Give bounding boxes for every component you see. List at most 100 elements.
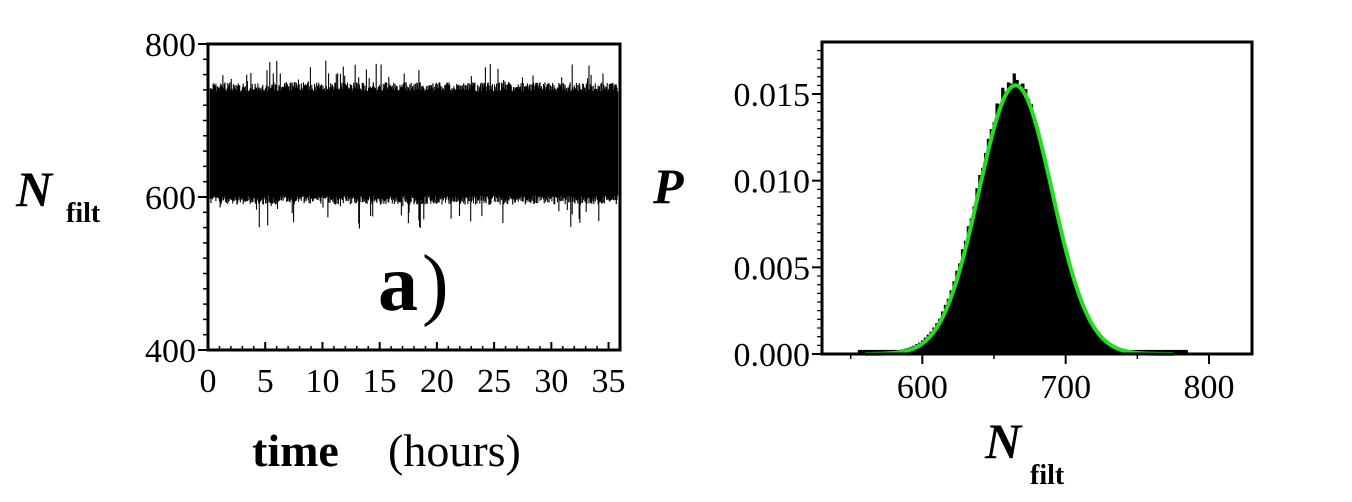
b-histogram-bar	[929, 331, 933, 354]
a-tick-labels: 0 5 10 15 20 25 30 35 400 600 800	[145, 27, 626, 400]
b-histogram-bar	[1035, 130, 1039, 354]
b-histogram-bar	[1061, 241, 1065, 354]
b-histogram-bar	[1029, 104, 1034, 354]
a-x-tick-label: 25	[477, 363, 511, 400]
b-x-tick-label: 700	[1040, 369, 1091, 406]
b-histogram-bar	[958, 263, 962, 354]
b-histogram-bar	[975, 188, 979, 354]
b-histogram-bar	[1176, 349, 1180, 354]
b-histogram-bar	[961, 249, 965, 354]
b-histogram-bar	[1184, 349, 1188, 354]
a-ylabel-main: N	[15, 161, 54, 217]
a-ylabel-sub: filt	[66, 198, 101, 229]
b-histogram-bar	[1015, 79, 1019, 355]
b-histogram-bar	[938, 318, 942, 354]
b-histogram-bar	[978, 174, 982, 354]
b-histogram-bar	[1004, 91, 1008, 354]
b-histogram-bar	[1181, 349, 1186, 354]
panel-b-histogram: 600 700 800 0.000 0.005 0.010 0.015 b ) P N fi…	[652, 40, 1254, 491]
a-x-tick-label: 0	[200, 363, 217, 400]
b-histogram-bar	[995, 103, 999, 354]
b-tick-labels: 600 700 800 0.000 0.005 0.010 0.015	[734, 77, 1235, 406]
a-x-tick-label: 5	[257, 363, 274, 400]
b-histogram-bar	[923, 337, 928, 354]
b-histogram-bar	[1001, 87, 1005, 354]
b-x-tick-label: 800	[1184, 369, 1235, 406]
b-histogram-bar	[1072, 282, 1077, 354]
b-y-tick-label: 0.005	[734, 250, 811, 287]
b-histogram-bar	[1107, 342, 1111, 354]
b-histogram-bar	[1087, 317, 1091, 354]
b-y-tick-label: 0.000	[734, 337, 811, 374]
b-histogram-bar	[949, 290, 953, 354]
a-xlabel-normal: (hours)	[388, 425, 521, 476]
a-x-tick-label: 10	[305, 363, 339, 400]
b-histogram-bar	[1024, 89, 1028, 354]
a-x-tick-label: 20	[420, 363, 454, 400]
b-histogram-bar	[940, 311, 945, 354]
b-histogram-bar	[1041, 155, 1045, 354]
a-x-tick-label: 30	[534, 363, 568, 400]
b-histogram-bar	[1044, 168, 1048, 354]
b-histogram-bar	[1058, 229, 1062, 354]
b-histogram-bar	[1038, 141, 1042, 354]
a-y-tick-label: 400	[145, 333, 196, 370]
b-plot-frame	[820, 40, 1254, 356]
b-histogram-bar	[972, 206, 976, 354]
b-histogram-bar	[946, 298, 950, 354]
b-histogram-bar	[1006, 82, 1011, 354]
b-histogram-bar	[1104, 340, 1108, 354]
b-histogram-bar	[1064, 253, 1068, 354]
a-x-tick-label: 15	[363, 363, 397, 400]
b-histogram-bar	[952, 281, 956, 354]
b-histogram-bar	[1112, 345, 1117, 354]
a-panel-paren: )	[422, 240, 449, 328]
b-xlabel-main: N	[984, 413, 1023, 469]
b-histogram-bar	[1021, 83, 1025, 354]
a-plot-frame	[206, 42, 622, 352]
b-panel-paren: )	[1034, 250, 1061, 338]
b-histogram-bar	[1047, 175, 1051, 354]
b-histogram-bar	[918, 342, 922, 354]
b-gaussian-fit	[864, 83, 1174, 356]
b-histogram-bar	[983, 153, 988, 354]
b-histogram-bar	[857, 349, 862, 354]
a-xlabel-bold: time	[252, 425, 339, 476]
b-histogram-bar	[935, 323, 939, 354]
b-histogram-bar	[989, 129, 993, 354]
b-y-tick-label: 0.010	[734, 164, 811, 201]
b-histogram-bar	[1178, 349, 1183, 354]
b-histogram-bar	[1078, 299, 1082, 354]
b-histogram-bar	[932, 327, 936, 354]
b-histogram-bar	[1110, 344, 1114, 354]
a-panel-label: a	[378, 240, 418, 328]
b-histogram-bar	[860, 349, 864, 354]
b-histogram-bar	[1101, 337, 1105, 354]
b-histogram-bar	[1084, 311, 1088, 354]
b-histogram-bar	[1032, 123, 1036, 354]
b-histogram-bar	[1092, 328, 1097, 354]
a-x-tick-label: 35	[592, 363, 626, 400]
b-histogram-bar	[1098, 334, 1102, 354]
b-histogram-bar	[943, 304, 948, 354]
b-histogram-bar	[1067, 261, 1071, 354]
b-histogram-bar	[1026, 98, 1031, 355]
b-histogram-bar	[992, 122, 996, 354]
b-histogram-bar	[1052, 204, 1057, 354]
b-histogram-bar	[926, 334, 930, 354]
b-histogram-bar	[969, 218, 973, 354]
b-histogram-bar	[1081, 305, 1085, 354]
a-y-tick-label: 800	[145, 27, 196, 64]
a-noise-trace	[209, 60, 619, 229]
b-histogram-bar	[1167, 349, 1171, 354]
b-histogram-bar	[998, 104, 1002, 354]
b-ylabel-main: P	[652, 158, 684, 214]
b-histogram-bar	[1049, 192, 1054, 354]
b-histogram-bar	[1095, 331, 1100, 354]
b-histogram-bar	[1009, 83, 1014, 354]
b-histogram-bar	[1090, 322, 1094, 354]
b-y-tick-label: 0.015	[734, 77, 811, 114]
b-histogram-bar	[981, 168, 985, 354]
